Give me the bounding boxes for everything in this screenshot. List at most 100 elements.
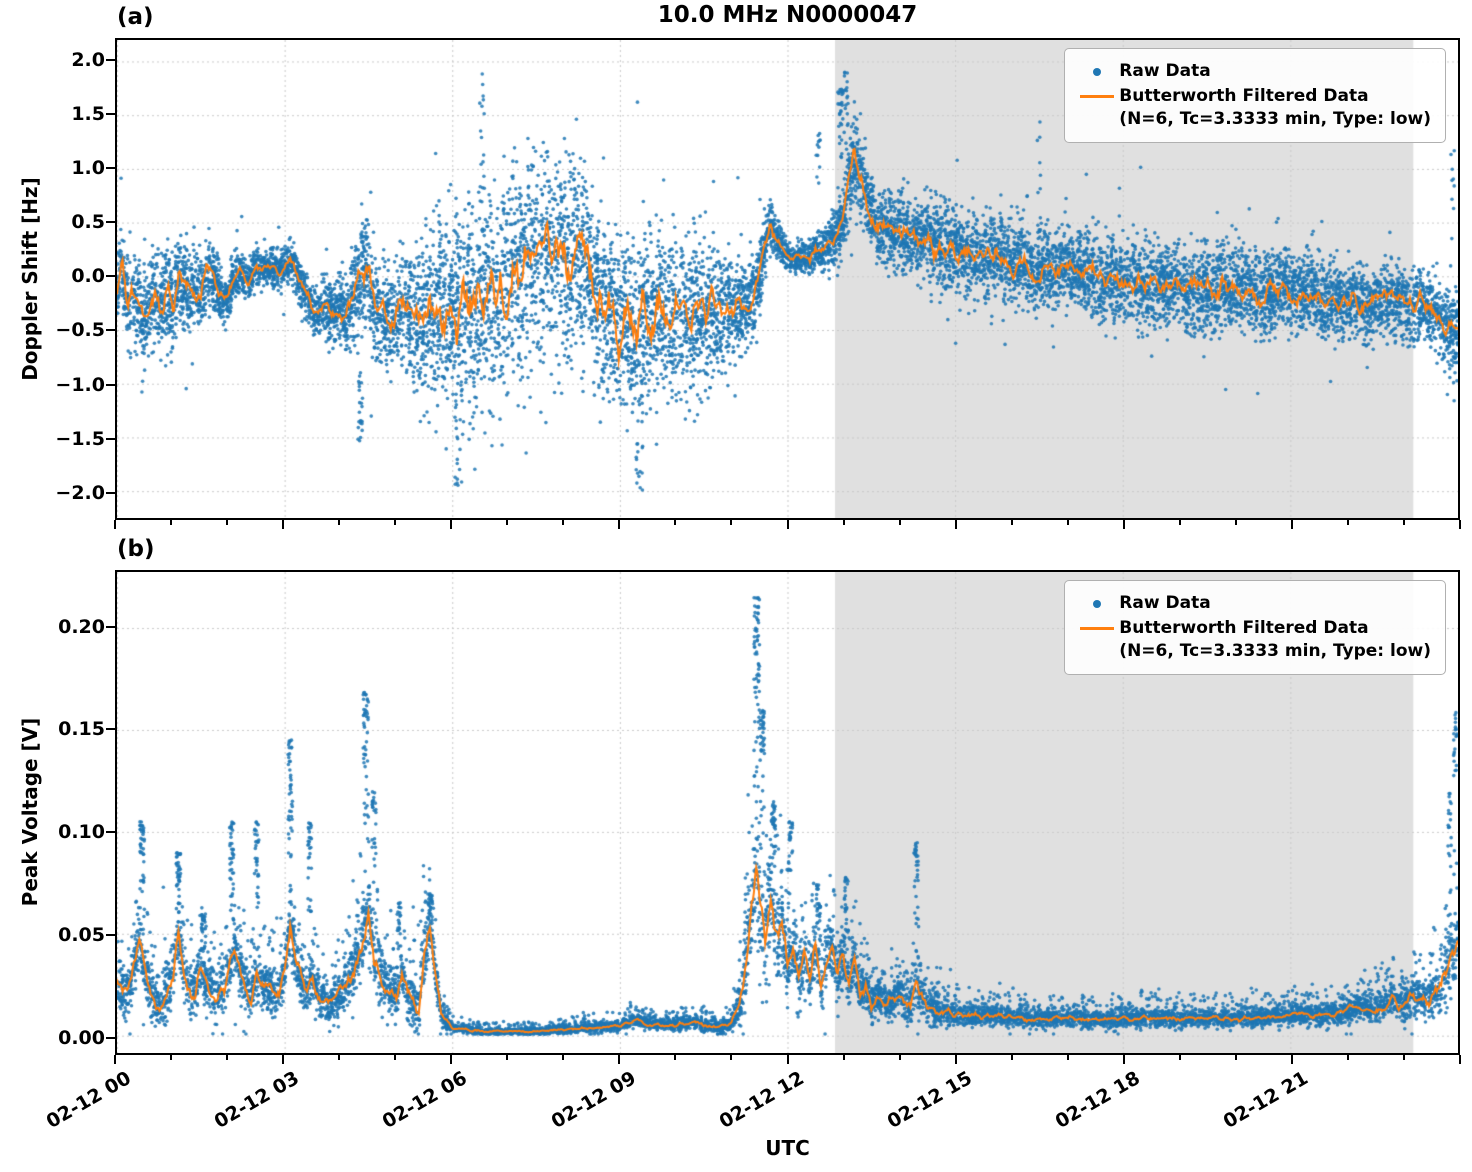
x-tick-mark <box>1010 520 1013 525</box>
legend-filtered-label-group: Butterworth Filtered Data (N=6, Tc=3.333… <box>1119 85 1431 131</box>
y-tick-mark <box>106 58 115 61</box>
y-tick-label: 0.0 <box>71 265 105 288</box>
legend-filtered-params: (N=6, Tc=3.3333 min, Type: low) <box>1119 640 1431 661</box>
x-tick-mark <box>1402 520 1405 525</box>
x-tick-mark <box>506 520 509 525</box>
y-tick-mark <box>106 625 115 628</box>
x-tick-mark <box>1234 1055 1237 1060</box>
legend-filtered-label: Butterworth Filtered Data <box>1119 86 1369 106</box>
y-tick-label: −1.0 <box>55 373 105 396</box>
y-tick-mark <box>106 275 115 278</box>
y-tick-label: 2.0 <box>71 48 105 71</box>
y-tick-mark <box>106 1036 115 1039</box>
x-tick-mark <box>1290 1055 1293 1064</box>
y-tick-mark <box>106 933 115 936</box>
x-tick-mark <box>674 1055 677 1060</box>
x-tick-mark <box>170 1055 173 1060</box>
x-tick-mark <box>1290 520 1293 529</box>
panel-a-plot-area: Raw Data Butterworth Filtered Data (N=6,… <box>115 38 1460 520</box>
x-tick-mark <box>1066 520 1069 525</box>
raw-data-dot-icon <box>1093 599 1102 608</box>
y-tick-mark <box>106 166 115 169</box>
x-tick-mark <box>1402 1055 1405 1060</box>
legend-row-filtered: Butterworth Filtered Data (N=6, Tc=3.333… <box>1075 85 1431 131</box>
panel-b-legend: Raw Data Butterworth Filtered Data (N=6,… <box>1064 580 1446 675</box>
panel-b-plot-area: Raw Data Butterworth Filtered Data (N=6,… <box>115 570 1460 1055</box>
x-tick-mark <box>1459 1055 1461 1064</box>
y-tick-label: −2.0 <box>55 481 105 504</box>
y-tick-mark <box>106 383 115 386</box>
x-tick-mark <box>730 1055 733 1060</box>
x-tick-mark <box>226 1055 229 1060</box>
x-tick-mark <box>282 520 285 529</box>
x-tick-mark <box>394 520 397 525</box>
y-tick-mark <box>106 728 115 731</box>
x-tick-mark <box>842 520 845 525</box>
x-tick-mark <box>1122 1055 1125 1064</box>
x-tick-mark <box>786 520 789 529</box>
legend-raw-label: Raw Data <box>1119 593 1211 613</box>
x-tick-mark <box>114 520 116 529</box>
x-tick-label: 02-12 15 <box>883 1067 976 1133</box>
y-tick-mark <box>106 437 115 440</box>
y-tick-mark <box>106 831 115 834</box>
legend-row-raw: Raw Data <box>1075 592 1431 615</box>
y-tick-label: −0.5 <box>55 319 105 342</box>
x-tick-mark <box>618 520 621 529</box>
y-tick-mark <box>106 329 115 332</box>
filtered-data-marker <box>1075 617 1119 640</box>
y-tick-label: 1.5 <box>71 102 105 125</box>
x-tick-mark <box>674 520 677 525</box>
y-tick-label: 0.05 <box>58 923 105 946</box>
legend-row-raw: Raw Data <box>1075 60 1431 83</box>
x-tick-mark <box>1122 520 1125 529</box>
x-tick-mark <box>786 1055 789 1064</box>
y-tick-label: 0.15 <box>58 718 105 741</box>
y-tick-label: 1.0 <box>71 156 105 179</box>
x-tick-mark <box>506 1055 509 1060</box>
x-tick-mark <box>282 1055 285 1064</box>
x-tick-mark <box>338 520 341 525</box>
x-tick-mark <box>562 520 565 525</box>
x-tick-mark <box>898 520 901 525</box>
y-tick-mark <box>106 491 115 494</box>
x-tick-mark <box>842 1055 845 1060</box>
x-tick-mark <box>338 1055 341 1060</box>
x-tick-label: 02-12 03 <box>210 1067 304 1133</box>
panel-a-legend: Raw Data Butterworth Filtered Data (N=6,… <box>1064 48 1446 143</box>
legend-filtered-params: (N=6, Tc=3.3333 min, Type: low) <box>1119 108 1431 129</box>
x-tick-mark <box>1178 520 1181 525</box>
x-tick-mark <box>954 520 957 529</box>
x-tick-mark <box>1066 1055 1069 1060</box>
x-tick-mark <box>1234 520 1237 525</box>
raw-data-marker <box>1075 592 1119 615</box>
panel-a-tag: (a) <box>117 4 154 30</box>
x-tick-mark <box>170 520 173 525</box>
legend-raw-label: Raw Data <box>1119 61 1211 81</box>
y-tick-mark <box>106 112 115 115</box>
x-tick-label: 02-12 18 <box>1051 1067 1144 1133</box>
y-tick-label: 0.00 <box>58 1026 105 1049</box>
x-tick-mark <box>450 520 453 529</box>
x-tick-label: 02-12 06 <box>378 1067 472 1133</box>
x-axis-label: UTC <box>765 1136 810 1160</box>
x-tick-mark <box>1010 1055 1013 1060</box>
legend-filtered-label: Butterworth Filtered Data <box>1119 618 1369 638</box>
y-tick-label: −1.5 <box>55 427 105 450</box>
x-tick-mark <box>1346 1055 1349 1060</box>
x-tick-label: 02-12 21 <box>1219 1067 1312 1133</box>
filtered-line-icon <box>1080 627 1115 630</box>
y-tick-label: 0.20 <box>58 615 105 638</box>
y-tick-label: 0.10 <box>58 821 105 844</box>
legend-row-filtered: Butterworth Filtered Data (N=6, Tc=3.333… <box>1075 617 1431 663</box>
x-tick-mark <box>450 1055 453 1064</box>
x-tick-mark <box>618 1055 621 1064</box>
legend-filtered-label-group: Butterworth Filtered Data (N=6, Tc=3.333… <box>1119 617 1431 663</box>
x-tick-mark <box>1346 520 1349 525</box>
x-tick-mark <box>226 520 229 525</box>
x-tick-mark <box>114 1055 116 1064</box>
filtered-data-marker <box>1075 85 1119 108</box>
x-tick-mark <box>730 520 733 525</box>
x-tick-mark <box>562 1055 565 1060</box>
